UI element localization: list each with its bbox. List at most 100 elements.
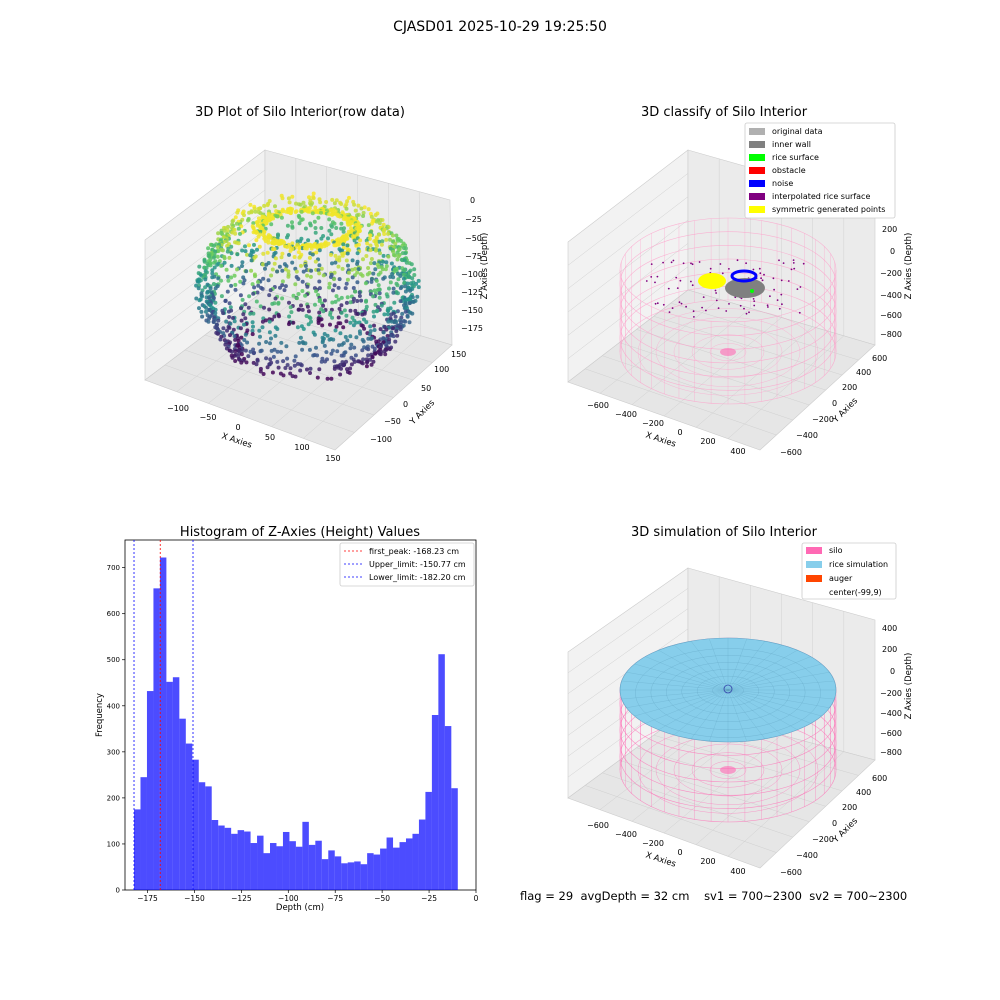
raw-point xyxy=(333,299,338,304)
interpolated-point xyxy=(778,307,781,310)
raw-point xyxy=(331,337,336,342)
rice-mesh-spoke xyxy=(727,689,835,700)
raw-point xyxy=(343,335,348,339)
interpolated-point xyxy=(761,279,764,282)
raw-point xyxy=(386,231,390,236)
raw-point xyxy=(266,240,271,245)
rice-mesh-spoke xyxy=(727,689,830,708)
raw-point xyxy=(362,205,367,210)
interpolated-point xyxy=(679,279,682,282)
raw-point xyxy=(212,265,217,270)
interpolated-point xyxy=(645,280,648,282)
raw-point xyxy=(295,325,300,330)
interpolated-point xyxy=(685,305,687,308)
raw-point xyxy=(224,267,229,272)
raw-point xyxy=(403,289,408,294)
raw-point xyxy=(295,243,300,247)
raw-point xyxy=(395,333,400,338)
silo-floor-ring xyxy=(709,761,747,779)
raw-point xyxy=(364,364,369,369)
raw-point xyxy=(354,335,359,340)
classify-legend: original data inner wall rice surface ob… xyxy=(744,122,896,219)
raw-point xyxy=(249,258,254,263)
hist-x-tick-label: −50 xyxy=(374,894,390,903)
raw-point xyxy=(336,297,341,302)
raw-point xyxy=(326,236,330,241)
raw-point xyxy=(267,293,272,298)
hist-bar xyxy=(263,853,270,890)
raw-point xyxy=(316,321,321,325)
interpolated-point xyxy=(671,307,674,309)
raw-point xyxy=(307,195,311,200)
raw-point xyxy=(366,347,371,352)
raw-point xyxy=(287,300,291,305)
raw-point xyxy=(200,314,205,319)
raw-point xyxy=(236,226,241,231)
raw-point xyxy=(357,229,362,234)
raw-point xyxy=(330,261,334,266)
classify-x-tick: −600 xyxy=(587,401,609,410)
raw-point xyxy=(322,244,327,249)
raw-point xyxy=(203,277,208,282)
raw-point xyxy=(316,215,321,220)
raw-point xyxy=(294,296,299,301)
raw-point xyxy=(227,301,232,306)
raw-point xyxy=(239,306,244,311)
raw-point xyxy=(233,349,238,354)
hist-bar xyxy=(302,821,309,890)
silo-ring xyxy=(619,231,837,336)
raw-point xyxy=(309,268,314,273)
rice-mesh-spoke xyxy=(634,663,729,691)
raw-point xyxy=(352,238,357,243)
raw-point xyxy=(358,331,363,336)
raw-y-label: Y Axies xyxy=(407,398,437,428)
raw-point xyxy=(317,367,322,372)
classify-z-label: Z Axies (Depth) xyxy=(904,233,914,300)
raw-point xyxy=(309,246,314,251)
raw-point xyxy=(238,231,242,236)
raw-point xyxy=(251,226,256,231)
hist-bar xyxy=(257,835,264,890)
raw-point xyxy=(386,319,391,324)
interpolated-point xyxy=(758,267,761,270)
raw-y-tick: −100 xyxy=(370,435,392,444)
interpolated-point xyxy=(721,272,724,275)
raw-point xyxy=(321,303,326,308)
raw-point xyxy=(287,200,292,205)
silo-floor-ring xyxy=(637,308,819,396)
raw-point xyxy=(319,210,323,215)
raw-point xyxy=(393,253,397,258)
raw-point xyxy=(235,267,239,272)
raw-point xyxy=(310,252,315,257)
legend-label: symmetric generated points xyxy=(772,205,885,214)
interpolated-point xyxy=(705,309,707,312)
simulation-z-tick: −800 xyxy=(880,748,902,757)
raw-point xyxy=(313,302,317,307)
grid-line xyxy=(585,785,777,853)
raw-y-tick: −50 xyxy=(384,417,401,426)
raw-point xyxy=(415,294,420,299)
raw-point xyxy=(282,288,287,293)
hist-y-tick-label: 700 xyxy=(107,564,120,572)
hist-bar xyxy=(328,850,335,890)
raw-point xyxy=(385,294,390,299)
interpolated-point xyxy=(766,304,769,307)
interpolated-point xyxy=(678,301,681,304)
hist-bar xyxy=(412,833,419,890)
raw-point xyxy=(219,263,224,268)
raw-point xyxy=(242,278,247,283)
raw-point xyxy=(356,267,361,272)
raw-point xyxy=(371,309,376,314)
simulation-legend: silo rice simulation auger center(-99,9) xyxy=(801,542,897,600)
raw-point xyxy=(293,374,298,379)
interpolated-point xyxy=(792,259,795,261)
raw-point xyxy=(299,218,304,223)
raw-point xyxy=(327,228,332,233)
raw-point xyxy=(313,226,318,230)
simulation-y-tick: −200 xyxy=(812,835,834,844)
raw-point xyxy=(279,340,284,345)
raw-point xyxy=(194,296,199,301)
classify-y-tick: 0 xyxy=(832,399,837,408)
panel-classify-title: 3D classify of Silo Interior xyxy=(641,105,808,120)
raw-point xyxy=(391,326,396,331)
